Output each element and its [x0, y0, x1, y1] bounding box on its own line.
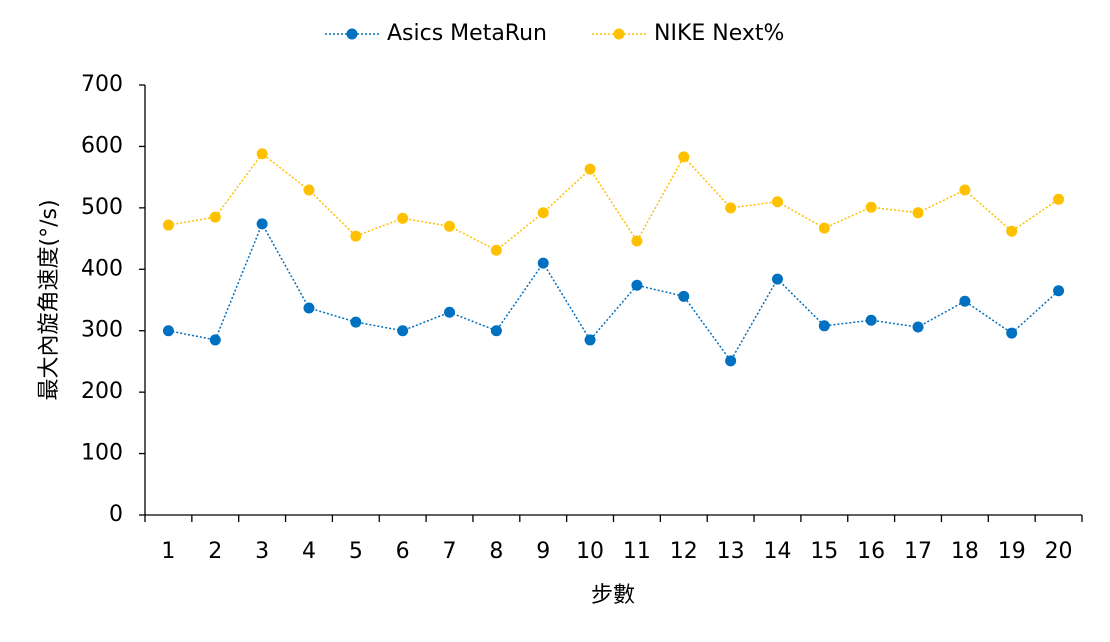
data-point — [162, 219, 174, 231]
x-tick-label: 6 — [396, 539, 410, 564]
x-tick-label: 10 — [576, 539, 604, 564]
y-tick-label: 500 — [81, 195, 123, 220]
data-point — [303, 184, 315, 196]
data-point — [771, 273, 783, 285]
series-line — [168, 222, 1060, 363]
data-point — [256, 148, 268, 160]
data-point — [678, 151, 690, 163]
x-tick-label: 17 — [904, 539, 932, 564]
data-point — [490, 325, 502, 337]
y-tick-label: 200 — [81, 379, 123, 404]
data-point — [865, 314, 877, 326]
data-point — [397, 325, 409, 337]
data-point — [725, 202, 737, 214]
x-tick-label: 16 — [857, 539, 885, 564]
data-point — [1006, 225, 1018, 237]
data-point — [818, 222, 830, 234]
data-point — [725, 355, 737, 367]
x-tick-label: 18 — [951, 539, 979, 564]
data-point — [350, 230, 362, 242]
legend-marker — [613, 28, 625, 40]
y-tick-label: 100 — [81, 441, 123, 466]
x-tick-label: 14 — [763, 539, 791, 564]
data-point — [1053, 285, 1065, 297]
legend-label: Asics MetaRun — [387, 21, 547, 46]
x-tick-label: 9 — [536, 539, 550, 564]
data-point — [912, 207, 924, 219]
x-tick-label: 12 — [670, 539, 698, 564]
x-tick-label: 8 — [489, 539, 503, 564]
data-point — [350, 316, 362, 328]
x-tick-label: 20 — [1045, 539, 1073, 564]
x-tick-label: 4 — [302, 539, 316, 564]
data-point — [818, 320, 830, 332]
data-point — [912, 321, 924, 333]
data-point — [537, 207, 549, 219]
data-point — [584, 334, 596, 346]
data-point — [303, 302, 315, 314]
y-tick-label: 0 — [109, 502, 123, 527]
data-point — [162, 325, 174, 337]
data-point — [209, 211, 221, 223]
data-point — [537, 257, 549, 269]
data-point — [959, 184, 971, 196]
y-tick-label: 700 — [81, 72, 123, 97]
x-axis-label: 步數 — [591, 583, 635, 608]
x-tick-label: 13 — [717, 539, 745, 564]
x-tick-label: 19 — [998, 539, 1026, 564]
y-axis-label: 最大內旋角速度(°/s) — [37, 199, 62, 400]
x-tick-label: 11 — [623, 539, 651, 564]
data-point — [1053, 193, 1065, 205]
y-tick-label: 600 — [81, 133, 123, 158]
data-point — [397, 212, 409, 224]
data-point — [209, 334, 221, 346]
series-line — [168, 152, 1059, 252]
x-tick-label: 3 — [255, 539, 269, 564]
data-point — [959, 295, 971, 307]
data-point — [490, 244, 502, 256]
data-point — [444, 306, 456, 318]
y-tick-label: 300 — [81, 318, 123, 343]
data-point — [1006, 327, 1018, 339]
x-tick-label: 15 — [810, 539, 838, 564]
data-point — [444, 220, 456, 232]
data-point — [771, 196, 783, 208]
x-tick-label: 1 — [161, 539, 175, 564]
legend-label: NIKE Next% — [654, 21, 784, 46]
x-tick-label: 2 — [208, 539, 222, 564]
y-tick-label: 400 — [81, 256, 123, 281]
data-point — [865, 201, 877, 213]
data-point — [631, 279, 643, 291]
legend-marker — [346, 28, 358, 40]
data-point — [256, 218, 268, 230]
x-tick-label: 7 — [443, 539, 457, 564]
data-point — [678, 290, 690, 302]
data-point — [584, 163, 596, 175]
data-point — [631, 235, 643, 247]
x-tick-label: 5 — [349, 539, 363, 564]
